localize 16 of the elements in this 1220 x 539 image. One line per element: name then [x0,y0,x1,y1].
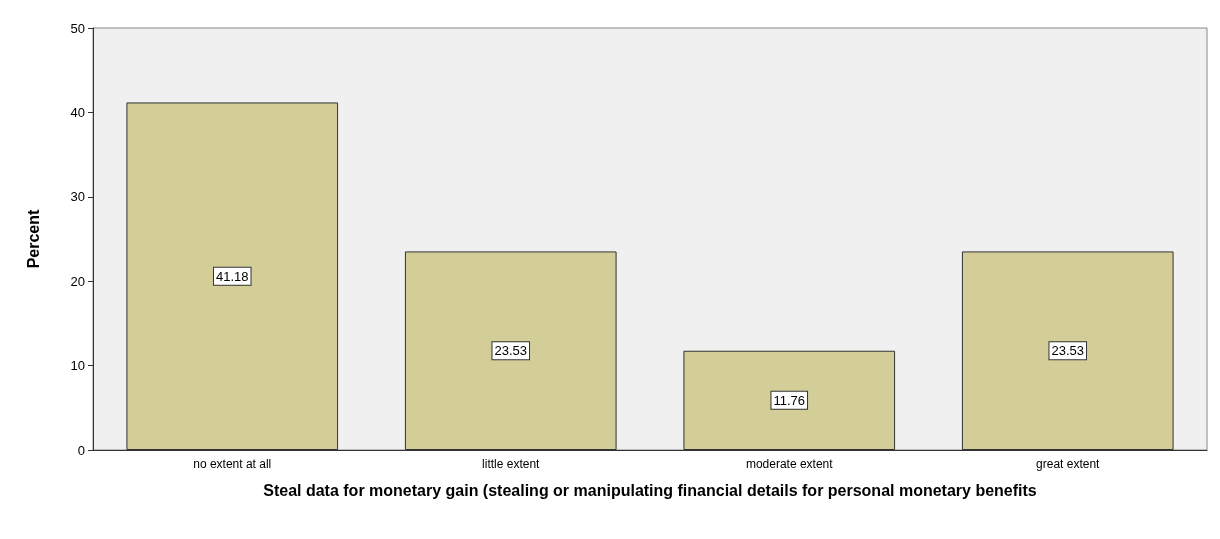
y-tick-label: 10 [70,358,85,374]
y-axis-title: Percent [24,208,42,269]
y-tick-label: 40 [70,104,85,120]
data-label: 41.18 [215,268,249,284]
y-tick-label: 0 [77,442,85,458]
y-tick-label: 50 [70,20,85,36]
y-tick-label: 20 [70,273,85,289]
x-tick-label: little extent [482,457,541,471]
data-label: 11.76 [773,392,806,408]
x-tick-label: no extent at all [193,457,272,471]
x-axis-title: Steal data for monetary gain (stealing or manipulating financial details for personal monetary benefits [263,482,1037,499]
x-tick-label: great extent [1036,457,1101,471]
y-tick-label: 30 [70,189,85,205]
data-label: 23.53 [1051,343,1085,359]
data-label: 23.53 [494,343,528,359]
x-tick-label: moderate extent [745,457,834,471]
